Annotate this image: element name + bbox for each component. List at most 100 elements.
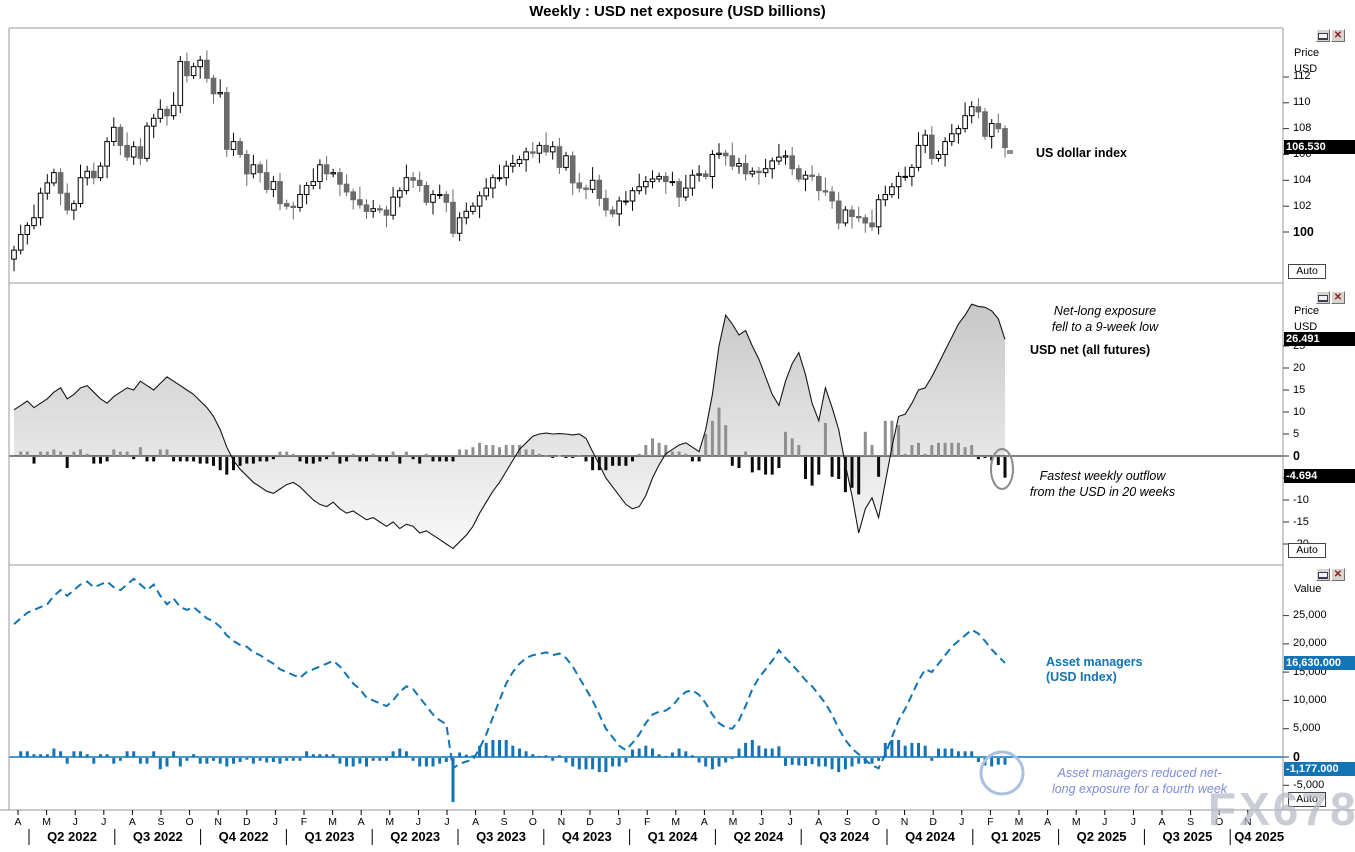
- candle-body: [350, 191, 356, 201]
- asset-managers-flow-bar: [212, 758, 215, 761]
- candle-body: [796, 168, 802, 180]
- panel1-restore-button[interactable]: [1316, 29, 1330, 42]
- candle-body: [204, 59, 210, 79]
- candle-body: [277, 181, 283, 205]
- usd-net-flow-bar: [690, 457, 694, 462]
- usd-net-flow-bar: [451, 457, 455, 462]
- asset-managers-flow-bar: [611, 758, 615, 767]
- month-tick-label: O: [871, 816, 881, 828]
- usd-net-flow-bar: [956, 442, 960, 456]
- candle-body: [84, 170, 91, 179]
- close-icon: ✕: [1333, 569, 1343, 580]
- month-tick-label: J: [1102, 816, 1108, 828]
- candle-body: [443, 194, 450, 203]
- asset-managers-flow-bar: [251, 758, 255, 764]
- candle-body: [137, 146, 144, 159]
- usd-net-flow-bar: [637, 453, 641, 456]
- usd-net-flow-bar: [870, 445, 874, 456]
- candle-body: [217, 92, 223, 95]
- quarter-label: Q2 2025: [1076, 829, 1127, 844]
- usd-net-flow-bar: [697, 457, 701, 462]
- panel3-close-button[interactable]: ✕: [1331, 568, 1345, 581]
- panel1-close-button[interactable]: ✕: [1331, 29, 1345, 42]
- panel3-restore-button[interactable]: [1316, 568, 1330, 581]
- month-tick-label: D: [243, 816, 251, 828]
- panel2-restore-button[interactable]: [1316, 291, 1330, 304]
- asset-managers-flow-bar: [677, 748, 681, 757]
- candle-body: [689, 174, 696, 189]
- panel3-auto-button[interactable]: Auto: [1288, 792, 1326, 807]
- usd-net-flow-bar: [105, 457, 109, 462]
- asset-managers-flow-bar: [584, 758, 588, 770]
- close-icon: ✕: [1333, 30, 1343, 41]
- candle-body: [895, 175, 902, 188]
- asset-managers-flow-bar: [784, 758, 787, 766]
- candle-body: [629, 190, 636, 202]
- usd-net-flow-bar: [438, 457, 442, 462]
- usd-net-flow-bar: [85, 453, 89, 456]
- asset-managers-flow-bar: [238, 758, 242, 762]
- month-tick-label: A: [357, 816, 365, 828]
- candle-body: [516, 159, 523, 165]
- month-tick-label: J: [787, 816, 793, 828]
- usd-net-flow-bar: [757, 457, 761, 471]
- candle-body: [729, 155, 736, 167]
- month-tick-label: J: [72, 816, 78, 828]
- candle-body: [450, 201, 456, 234]
- usd-net-flow-bar: [172, 457, 176, 462]
- candle-body: [490, 177, 496, 189]
- asset-managers-flow-bar: [504, 740, 508, 757]
- candle-body: [51, 172, 57, 184]
- panel2-close-button[interactable]: ✕: [1331, 291, 1345, 304]
- usd-net-flow-bar: [843, 457, 847, 493]
- candle-body: [357, 199, 363, 206]
- month-tick-label: S: [843, 816, 851, 828]
- candle-body: [24, 225, 31, 235]
- usd-net-flow-bar: [212, 457, 215, 466]
- candle-body: [696, 173, 702, 176]
- asset-managers-flow-bar: [39, 754, 43, 757]
- candle-body: [835, 200, 842, 224]
- usd-net-flow-bar: [464, 449, 468, 456]
- panel1-auto-button[interactable]: Auto: [1288, 264, 1326, 279]
- asset-managers-flow-bar: [544, 755, 548, 757]
- asset-managers-flow-bar: [325, 754, 329, 757]
- usd-net-flow-bar: [963, 447, 967, 456]
- usd-net-flow-bar: [584, 457, 588, 462]
- usd-net-flow-bar: [125, 451, 129, 456]
- usd-net-flow-bar: [704, 434, 708, 456]
- candle-body: [390, 196, 396, 216]
- candle-body: [543, 144, 549, 153]
- candle-body: [157, 108, 164, 119]
- annotation-fastest-outflow-note: Fastest weekly outflow from the USD in 2…: [1005, 468, 1200, 500]
- month-tick-label: J: [615, 816, 622, 828]
- usd-net-flow-bar: [258, 457, 262, 462]
- usd-net-flow-bar: [724, 425, 728, 456]
- y-tick-label: 25,000: [1293, 609, 1327, 622]
- asset-managers-flow-bar: [365, 758, 368, 767]
- candle-body: [1002, 128, 1008, 149]
- asset-managers-flow-bar: [431, 758, 435, 767]
- asset-managers-flow-bar: [571, 758, 575, 767]
- asset-managers-flow-bar: [351, 758, 355, 767]
- usd-net-flow-bar: [577, 455, 581, 457]
- asset-managers-flow-bar: [158, 758, 162, 770]
- asset-managers-flow-bar: [285, 758, 289, 761]
- asset-managers-flow-bar: [604, 758, 608, 773]
- usd-net-flow-bar: [917, 442, 920, 456]
- asset-managers-flow-bar: [770, 748, 774, 757]
- asset-managers-flow-bar: [198, 758, 202, 764]
- usd-net-flow-bar: [937, 442, 940, 456]
- asset-managers-flow-bar: [444, 758, 448, 762]
- usd-net-flow-bar: [152, 457, 156, 462]
- candle-body: [297, 194, 303, 208]
- asset-managers-flow-bar: [597, 758, 601, 773]
- asset-managers-flow-bar: [172, 751, 176, 757]
- usd-net-flow-bar: [291, 453, 295, 456]
- usd-net-flow-bar: [491, 445, 495, 456]
- usd-net-flow-bar: [285, 451, 289, 456]
- candle-body: [736, 163, 742, 167]
- panel2-auto-button[interactable]: Auto: [1288, 543, 1326, 558]
- usd-net-flow-bar: [178, 457, 182, 462]
- candle-body: [762, 168, 769, 174]
